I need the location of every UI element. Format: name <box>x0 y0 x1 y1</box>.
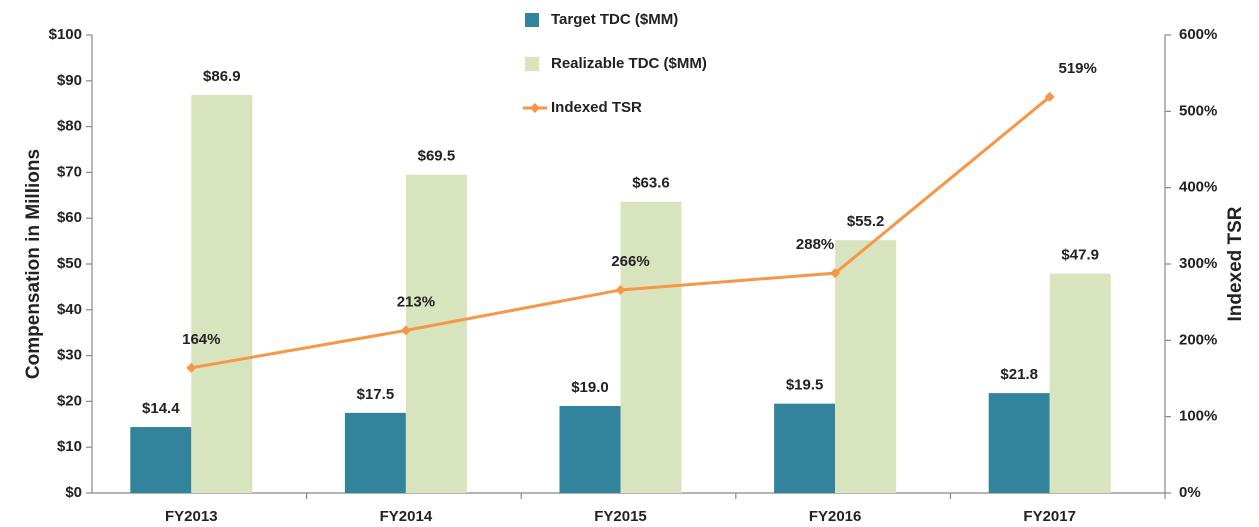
y2-tick-label: 200% <box>1179 331 1217 348</box>
y-tick-label: $50 <box>57 255 82 272</box>
bar-value-label: $55.2 <box>847 213 885 230</box>
line-value-label: 164% <box>182 331 220 348</box>
y2-axis-title: Indexed TSR <box>1225 206 1246 321</box>
legend-swatch <box>525 13 539 27</box>
y2-tick-label: 300% <box>1179 255 1217 272</box>
y2-tick-label: 0% <box>1179 484 1201 501</box>
x-tick-label: FY2016 <box>809 508 862 525</box>
bar-value-label: $86.9 <box>203 68 241 85</box>
bar <box>130 427 192 493</box>
bar <box>1049 273 1111 493</box>
x-tick-label: FY2013 <box>165 508 218 525</box>
legend-label: Realizable TDC ($MM) <box>551 55 707 72</box>
bar-value-label: $47.9 <box>1061 247 1099 264</box>
legend-label: Indexed TSR <box>551 99 642 116</box>
line-marker <box>830 268 841 279</box>
bar-value-label: $17.5 <box>357 386 395 403</box>
y-tick-label: $90 <box>57 72 82 89</box>
line-value-label: 288% <box>796 236 834 253</box>
y-tick-label: $20 <box>57 392 82 409</box>
x-tick-label: FY2017 <box>1023 508 1076 525</box>
y-tick-label: $30 <box>57 347 82 364</box>
bar-value-label: $63.6 <box>632 175 670 192</box>
x-tick-label: FY2015 <box>594 508 647 525</box>
bar <box>988 393 1050 493</box>
bar <box>620 201 682 493</box>
bar-value-label: $69.5 <box>418 148 456 165</box>
line-value-label: 266% <box>611 253 649 270</box>
legend-swatch <box>525 57 539 71</box>
y2-tick-label: 500% <box>1179 102 1217 119</box>
x-tick-label: FY2014 <box>380 508 433 525</box>
bar-value-label: $19.5 <box>786 377 824 394</box>
line-marker <box>400 325 411 336</box>
line-marker <box>615 284 626 295</box>
line-value-label: 213% <box>397 293 435 310</box>
y-tick-label: $40 <box>57 301 82 318</box>
line-marker <box>1044 91 1055 102</box>
line-value-label: 519% <box>1059 60 1097 77</box>
line-marker <box>186 362 197 373</box>
y-tick-label: $100 <box>49 26 82 43</box>
y-tick-label: $10 <box>57 438 82 455</box>
y-axis-title: Compensation in Millions <box>23 149 44 379</box>
bar-value-label: $19.0 <box>571 379 609 396</box>
y2-tick-label: 100% <box>1179 408 1217 425</box>
bar <box>191 94 253 494</box>
bar <box>344 412 406 493</box>
y2-tick-label: 600% <box>1179 26 1217 43</box>
bar-value-label: $21.8 <box>1000 366 1038 383</box>
y-tick-label: $60 <box>57 209 82 226</box>
y-tick-label: $70 <box>57 163 82 180</box>
legend-label: Target TDC ($MM) <box>551 11 678 28</box>
legend-marker <box>530 103 540 113</box>
y-tick-label: $80 <box>57 118 82 135</box>
bar <box>405 174 467 493</box>
y2-tick-label: 400% <box>1179 179 1217 196</box>
bar <box>559 405 621 493</box>
bar <box>774 403 836 493</box>
y-tick-label: $0 <box>65 484 82 501</box>
bar-value-label: $14.4 <box>142 400 180 417</box>
bar <box>835 240 897 493</box>
